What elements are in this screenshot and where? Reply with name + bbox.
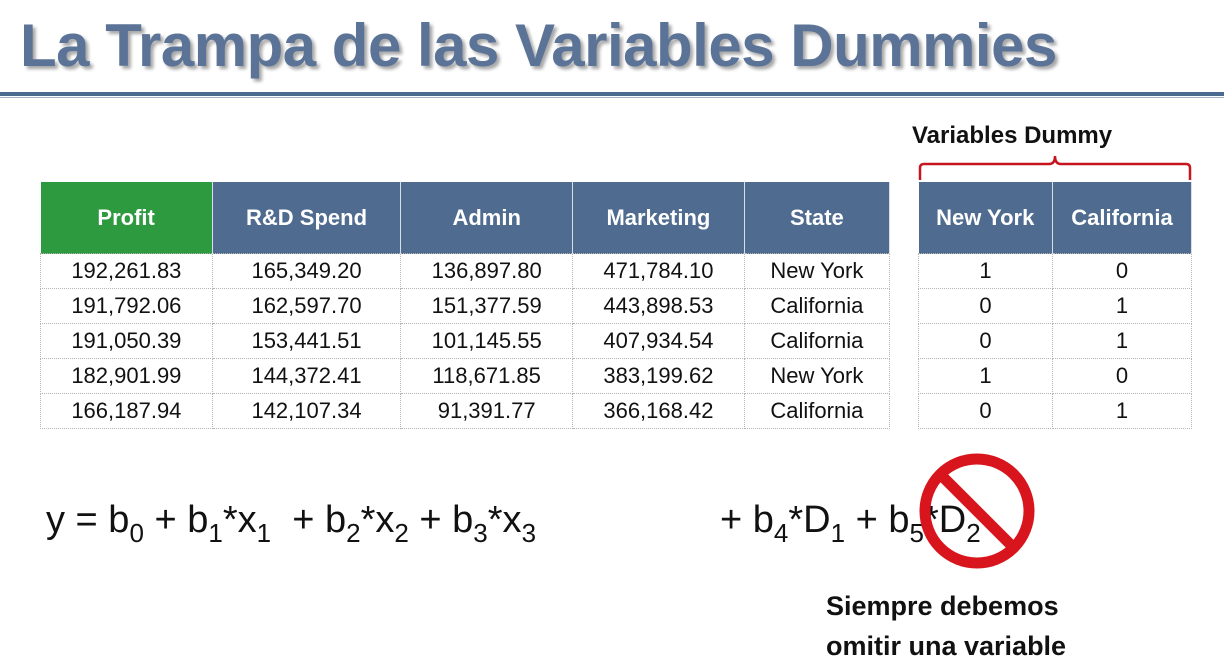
header-state: State xyxy=(744,182,891,254)
table-cell: 443,898.53 xyxy=(572,288,745,324)
table-cell: 1 xyxy=(1051,288,1193,324)
formula-subscript: 2 xyxy=(346,518,361,548)
formula-subscript: 4 xyxy=(773,518,789,548)
table-cell: 1 xyxy=(918,358,1053,394)
table-cell: 1 xyxy=(918,253,1053,289)
table-row: 191,050.39 153,441.51 101,145.55 407,934.54… xyxy=(40,323,891,359)
formula-term: + b xyxy=(271,499,347,541)
table-cell: 0 xyxy=(918,393,1053,429)
header-california: California xyxy=(1052,182,1193,254)
table-cell: 1 xyxy=(1051,393,1193,429)
table-cell: 144,372.41 xyxy=(211,358,402,394)
table-cell: 165,349.20 xyxy=(211,253,402,289)
formula-subscript: 1 xyxy=(830,518,846,548)
formula-term: + b xyxy=(143,499,209,541)
table-cell: 192,261.83 xyxy=(40,253,213,289)
table-cell: 118,671.85 xyxy=(400,358,574,394)
regression-formula-dummies: + b4*D1 + b5*D2 xyxy=(720,490,981,563)
formula-term: + b xyxy=(720,499,774,541)
page-title: La Trampa de las Variables Dummies xyxy=(20,12,1057,79)
formula-subscript: 3 xyxy=(473,518,488,548)
table-row: 192,261.83 165,349.20 136,897.80 471,784.10… xyxy=(40,253,891,289)
formula-subscript: 5 xyxy=(909,518,924,548)
table-cell: 151,377.59 xyxy=(400,288,574,324)
formula-term: + b xyxy=(845,499,910,541)
table-cell: 0 xyxy=(918,323,1053,359)
formula-term: *x xyxy=(222,499,257,541)
table-row: 182,901.99 144,372.41 118,671.85 383,199.62… xyxy=(40,358,891,394)
table-cell: California xyxy=(743,393,891,429)
table-cell: California xyxy=(743,323,891,359)
formula-subscript: 0 xyxy=(129,518,144,548)
table-header-row: Profit R&D Spend Admin Marketing State xyxy=(40,182,891,254)
table-cell: 162,597.70 xyxy=(211,288,402,324)
table-cell: 91,391.77 xyxy=(400,393,574,429)
formula-term: *x xyxy=(360,499,395,541)
dummy-header-row: New York California xyxy=(918,182,1193,254)
header-marketing: Marketing xyxy=(572,182,745,254)
header-admin: Admin xyxy=(400,182,574,254)
table-cell: 166,187.94 xyxy=(40,393,213,429)
table-cell: 0 xyxy=(918,288,1053,324)
table-cell: 191,792.06 xyxy=(40,288,213,324)
header-rd-spend: R&D Spend xyxy=(212,182,402,254)
formula-subscript: 1 xyxy=(256,518,272,548)
table-cell: 1 xyxy=(1051,323,1193,359)
table-cell: 407,934.54 xyxy=(572,323,745,359)
dummy-bracket-icon xyxy=(918,155,1192,180)
formula-term: *x xyxy=(487,499,522,541)
table-cell: 136,897.80 xyxy=(400,253,574,289)
header-new-york: New York xyxy=(918,182,1053,254)
table-cell: 383,199.62 xyxy=(572,358,745,394)
header-profit: Profit xyxy=(40,182,213,254)
formula-term: *D xyxy=(788,499,831,541)
table-row: 191,792.06 162,597.70 151,377.59 443,898.53… xyxy=(40,288,891,324)
note-line-1: Siempre debemos xyxy=(826,591,1059,621)
table-cell: 0 xyxy=(1051,253,1193,289)
table-cell: 153,441.51 xyxy=(211,323,402,359)
note-line-2: omitir una variable xyxy=(826,631,1067,661)
table-cell: 0 xyxy=(1051,358,1193,394)
table-cell: California xyxy=(743,288,891,324)
table-cell: 191,050.39 xyxy=(40,323,213,359)
table-cell: 182,901.99 xyxy=(40,358,213,394)
formula-subscript: 3 xyxy=(521,518,537,548)
table-cell: 366,168.42 xyxy=(572,393,745,429)
table-row: 166,187.94 142,107.34 91,391.77 366,168.42 C… xyxy=(40,393,891,429)
formula-subscript: 2 xyxy=(394,518,409,548)
no-sign-icon xyxy=(919,453,1035,569)
table-cell: New York xyxy=(743,358,891,394)
title-rule-thin xyxy=(0,97,1224,98)
table-cell: 101,145.55 xyxy=(400,323,574,359)
table-cell: New York xyxy=(743,253,891,289)
table-cell: 142,107.34 xyxy=(211,393,402,429)
omit-variable-note: Siempre debemos omitir una variable xyxy=(826,586,1066,666)
dataset-table: Profit R&D Spend Admin Marketing State 1… xyxy=(40,182,891,429)
table-cell: 471,784.10 xyxy=(572,253,745,289)
title-rule xyxy=(0,92,1224,96)
regression-formula: y = b0 + b1*x1 + b2*x2 + b3*x3 xyxy=(46,490,536,563)
formula-subscript: 1 xyxy=(208,518,223,548)
formula-subscript: 2 xyxy=(966,518,981,548)
formula-term: y = b xyxy=(46,499,130,541)
formula-term: + b xyxy=(408,499,474,541)
dummy-variables-label: Variables Dummy xyxy=(912,122,1113,149)
